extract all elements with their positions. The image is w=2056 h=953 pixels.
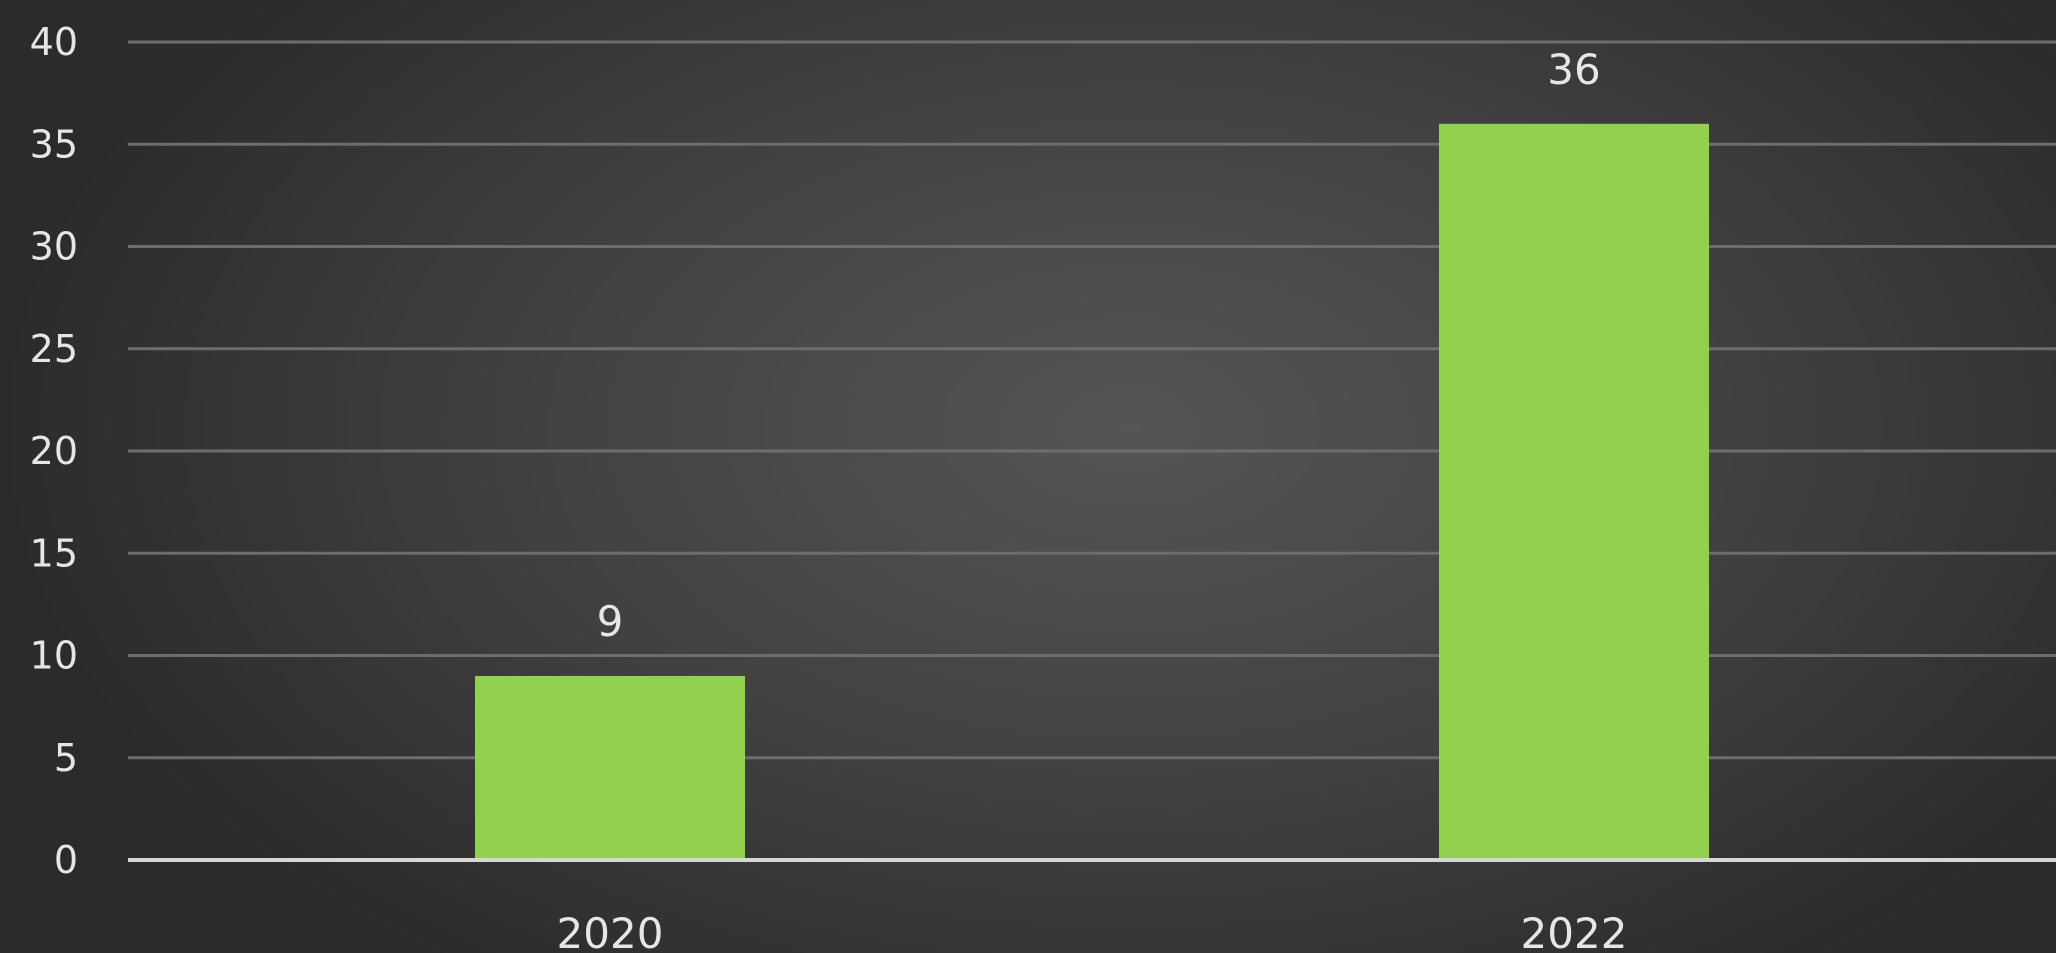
bars xyxy=(475,123,1709,861)
x-tick-label: 2020 xyxy=(557,909,664,953)
x-axis-ticks: 2020 2022 xyxy=(557,909,1628,953)
y-tick-label: 20 xyxy=(30,429,78,473)
y-tick-label: 15 xyxy=(30,531,78,575)
y-axis-ticks: 0 5 10 15 20 25 30 35 40 xyxy=(30,20,78,882)
y-tick-label: 25 xyxy=(30,327,78,371)
y-tick-label: 10 xyxy=(30,634,78,678)
bar-2020 xyxy=(475,675,745,860)
data-labels: 9 36 xyxy=(597,45,1601,646)
gridlines xyxy=(128,40,2056,760)
bar-2022 xyxy=(1439,123,1709,861)
y-tick-label: 30 xyxy=(30,225,78,269)
y-tick-label: 0 xyxy=(54,838,78,882)
y-tick-label: 35 xyxy=(30,122,78,166)
data-label-2020: 9 xyxy=(597,597,624,646)
x-tick-label: 2022 xyxy=(1521,909,1628,953)
data-label-2022: 36 xyxy=(1547,45,1600,94)
y-tick-label: 5 xyxy=(54,736,78,780)
y-tick-label: 40 xyxy=(30,20,78,64)
